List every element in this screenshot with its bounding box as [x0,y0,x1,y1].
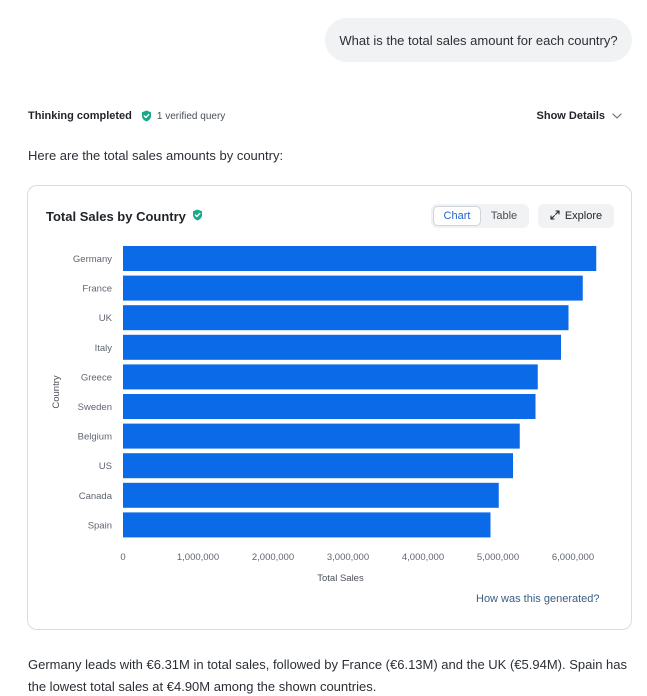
verified-shield-icon [192,209,203,224]
bar-belgium [123,423,520,449]
y-tick-label: Greece [81,372,112,383]
y-axis-label: Country [51,375,62,409]
response-summary: Germany leads with €6.31M in total sales… [28,657,628,694]
bar-germany [123,246,597,271]
x-tick-label: 6,000,000 [552,552,594,563]
x-tick-label: 4,000,000 [402,552,444,563]
bar-uk [123,305,569,331]
y-tick-label: US [99,461,112,472]
explore-label: Explore [564,210,603,222]
y-tick-label: Germany [73,254,112,265]
x-axis-label: Total Sales [317,573,364,584]
y-tick-label: Belgium [78,432,112,443]
x-tick-label: 2,000,000 [252,552,294,563]
y-tick-label: Italy [95,343,113,354]
chart-tab[interactable]: Chart [433,206,481,226]
thinking-status-title: Thinking completed [28,110,132,122]
x-tick-label: 1,000,000 [177,552,219,563]
bar-sweden [123,394,536,419]
show-details-button[interactable]: Show Details [537,107,622,125]
expand-arrows-icon [550,209,560,223]
y-tick-label: Sweden [78,402,112,413]
chart-card: Total Sales by Country Chart Table Explo… [27,185,632,630]
x-tick-label: 5,000,000 [477,552,519,563]
bar-canada [123,482,499,508]
y-tick-label: UK [99,313,113,324]
response-intro: Here are the total sales amounts by coun… [28,148,284,163]
x-tick-label: 3,000,000 [327,552,369,563]
user-message-bubble: What is the total sales amount for each … [325,18,632,62]
bar-us [123,453,513,479]
bar-chart: Germany France UK Italy Greece Sweden Belgium U… [51,246,597,584]
y-tick-label: Spain [88,520,112,531]
y-tick-label: France [82,284,112,295]
how-generated-link[interactable]: How was this generated? [476,593,600,605]
verified-shield-icon [141,110,152,122]
card-title: Total Sales by Country [46,209,203,224]
chevron-down-icon [612,110,622,122]
user-message-text: What is the total sales amount for each … [339,32,618,48]
verified-query-count: 1 verified query [156,110,226,122]
explore-button[interactable]: Explore [538,204,614,228]
x-tick-label: 0 [120,552,125,563]
table-tab[interactable]: Table [490,210,518,222]
chart-table-toggle: Chart Table [431,204,529,228]
card-title-text: Total Sales by Country [46,209,186,224]
bar-france [123,275,583,301]
thinking-status-row: Thinking completed 1 verified query Show… [28,107,628,125]
bar-italy [123,334,561,360]
bar-greece [123,364,538,390]
y-tick-label: Canada [79,491,113,502]
show-details-label: Show Details [536,110,605,122]
bar-spain [123,512,491,538]
